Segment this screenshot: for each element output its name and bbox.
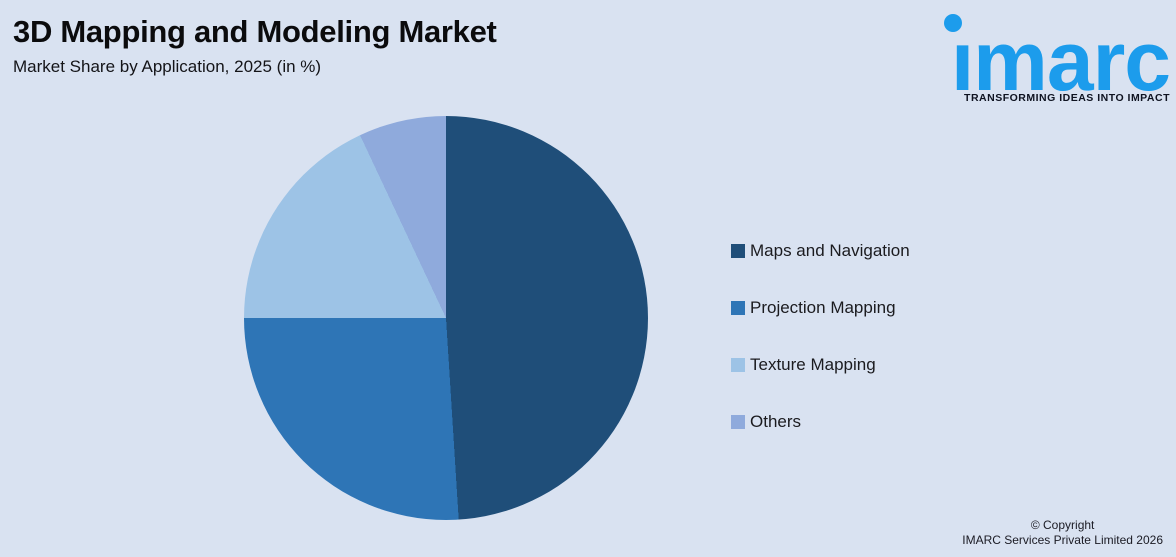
imarc-logo: ımarc TRANSFORMING IDEAS INTO IMPACT [935, 0, 1171, 108]
logo-tagline: TRANSFORMING IDEAS INTO IMPACT [964, 92, 1170, 104]
copyright-line-2: IMARC Services Private Limited 2026 [962, 533, 1163, 547]
legend-swatch-texture-mapping [731, 358, 745, 372]
legend-swatch-others [731, 415, 745, 429]
legend-item-others: Others [731, 412, 910, 432]
legend-swatch-maps-and-navigation [731, 244, 745, 258]
legend-label: Others [750, 412, 802, 431]
legend: Maps and Navigation Projection Mapping T… [731, 241, 910, 469]
chart-header: 3D Mapping and Modeling Market Market Sh… [13, 14, 497, 77]
chart-title: 3D Mapping and Modeling Market [13, 14, 497, 49]
logo-dot-icon [944, 14, 962, 32]
legend-label: Maps and Navigation [750, 241, 910, 260]
legend-item-texture-mapping: Texture Mapping [731, 355, 910, 375]
legend-item-maps-and-navigation: Maps and Navigation [731, 241, 910, 261]
legend-swatch-projection-mapping [731, 301, 745, 315]
copyright: © Copyright IMARC Services Private Limit… [962, 518, 1163, 548]
copyright-line-1: © Copyright [1030, 518, 1095, 532]
chart-subtitle: Market Share by Application, 2025 (in %) [13, 57, 322, 76]
legend-label: Projection Mapping [750, 298, 896, 317]
logo-wordmark: ımarc [950, 14, 1171, 108]
pie-chart [244, 116, 648, 520]
legend-item-projection-mapping: Projection Mapping [731, 298, 910, 318]
legend-label: Texture Mapping [750, 355, 876, 374]
